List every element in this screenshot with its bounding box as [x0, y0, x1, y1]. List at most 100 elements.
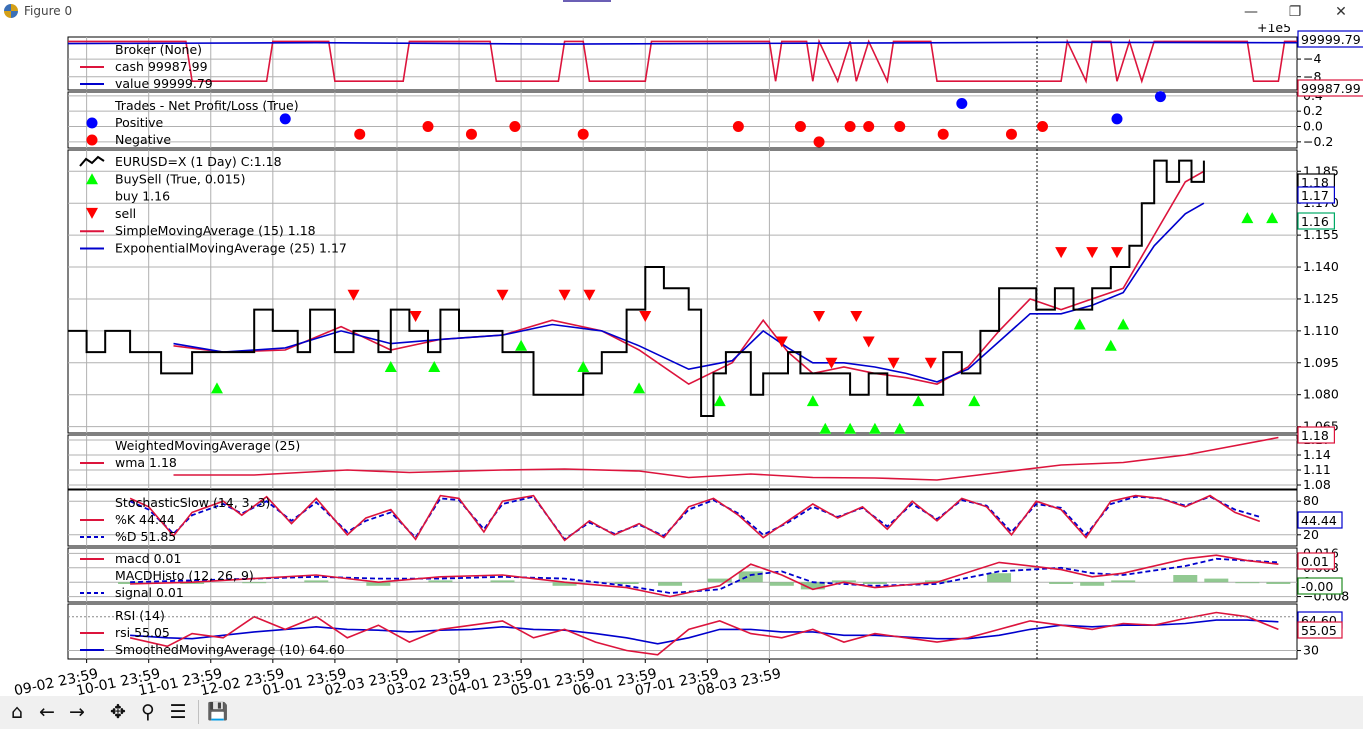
macd-hist-bar	[242, 582, 267, 584]
restore-button[interactable]: ❐	[1288, 4, 1302, 20]
buy-marker	[515, 339, 528, 351]
home-icon[interactable]: ⌂	[10, 701, 24, 723]
buy-marker	[1117, 318, 1130, 330]
value-line	[67, 41, 1298, 45]
trade-positive-marker	[1111, 113, 1123, 125]
trade-negative-marker	[794, 121, 806, 133]
trade-negative-marker	[422, 121, 434, 133]
pan-icon[interactable]: ✥	[110, 701, 126, 723]
window-title: Figure 0	[24, 4, 73, 18]
buy-marker	[577, 361, 590, 373]
macd-hist-bar	[924, 580, 949, 583]
rsi-sma-line	[130, 619, 1279, 645]
stoch-k-line	[129, 494, 1261, 542]
value-badge	[1297, 552, 1336, 570]
legend-label: WeightedMovingAverage (25)	[115, 438, 300, 453]
value-badge-text: 1.16	[1301, 214, 1329, 229]
macd-hist-bar	[1266, 582, 1291, 584]
macd-signal-line	[130, 557, 1279, 594]
forward-icon[interactable]: →	[69, 701, 85, 723]
buy-marker	[893, 422, 906, 434]
macd-hist-bar	[738, 571, 763, 583]
buy-marker	[1073, 318, 1086, 330]
macd-hist-bar	[707, 578, 732, 583]
legend-sell-icon	[86, 207, 98, 219]
trade-negative-marker	[732, 121, 744, 133]
value-badge-text: 55.05	[1301, 623, 1337, 638]
buy-marker	[819, 422, 832, 434]
y-tick-label: 1.110	[1303, 323, 1339, 338]
value-badge-text: 1.18	[1301, 175, 1329, 190]
value-badge	[1297, 186, 1336, 204]
focus-indicator	[563, 0, 611, 2]
trade-negative-marker	[937, 128, 949, 140]
sell-marker	[496, 289, 509, 301]
legend-label: value 99999.79	[115, 76, 213, 91]
sell-marker	[1110, 247, 1123, 259]
legend-label: %D 51.85	[115, 529, 176, 544]
value-badge-text: 1.18	[1301, 428, 1329, 443]
figure-canvas[interactable]: −4−80.40.20.0−0.21.1851.1701.1551.1401.1…	[0, 24, 1363, 696]
y-tick-label: 1.155	[1303, 227, 1339, 242]
save-icon[interactable]: 💾	[207, 702, 229, 722]
legend-label: MACDHisto (12, 26, 9)	[115, 568, 254, 583]
trade-negative-marker	[894, 121, 906, 133]
trade-negative-marker	[577, 128, 589, 140]
sell-marker	[813, 310, 826, 322]
legend-label: sell	[115, 206, 136, 221]
y-tick-label: 1.14	[1303, 447, 1331, 462]
sell-marker	[862, 336, 875, 348]
legend-label: rsi 55.05	[115, 625, 170, 640]
legend-label: Positive	[115, 115, 163, 130]
trade-positive-marker	[279, 113, 291, 125]
back-icon[interactable]: ←	[39, 701, 55, 723]
y-tick-label: 1.095	[1303, 355, 1339, 370]
macd-hist-bar	[552, 582, 577, 586]
legend-label: wma 1.18	[115, 455, 177, 470]
trade-positive-marker	[1154, 91, 1166, 103]
minimize-button[interactable]: —	[1244, 4, 1258, 20]
window-titlebar: Figure 0 — ❐ ✕	[0, 0, 1363, 24]
sell-marker	[639, 310, 652, 322]
value-badge	[1297, 621, 1343, 639]
macd-hist-bar	[1049, 582, 1074, 584]
legend-label: macd 0.01	[115, 551, 181, 566]
y-tick-label: 80	[1303, 493, 1319, 508]
macd-line	[130, 554, 1279, 598]
zoom-icon[interactable]: ⚲	[141, 701, 155, 723]
legend-price-icon	[79, 155, 105, 167]
legend-label: Negative	[115, 132, 171, 147]
buy-marker	[1241, 212, 1254, 224]
legend-label: cash 99987.99	[115, 59, 208, 74]
legend-label: Broker (None)	[115, 42, 202, 57]
macd-hist-bar	[490, 580, 515, 583]
stoch-d-line	[129, 495, 1261, 541]
value-badge	[1297, 212, 1336, 230]
value-badge-text: 1.17	[1301, 188, 1329, 203]
buy-marker	[844, 422, 857, 434]
cash-line	[68, 38, 1297, 84]
trade-negative-marker	[1037, 121, 1049, 133]
buy-marker	[968, 395, 981, 407]
y-tick-label: 1.08	[1303, 477, 1331, 492]
macd-hist-bar	[862, 582, 887, 584]
legend-label: StochasticSlow (14, 3, 3)	[115, 495, 270, 510]
close-button[interactable]: ✕	[1335, 4, 1347, 20]
macd-hist-bar	[614, 582, 639, 584]
close-price-line	[68, 159, 1205, 417]
configure-subplots-icon[interactable]: ☰	[169, 701, 187, 723]
macd-hist-bar	[428, 580, 453, 583]
buy-marker	[1266, 212, 1279, 224]
legend-label: SmoothedMovingAverage (10) 64.60	[115, 642, 345, 657]
macd-hist-bar	[658, 582, 683, 586]
macd-hist-bar	[831, 580, 856, 583]
buy-marker	[210, 382, 223, 394]
macd-hist-bar	[304, 580, 329, 583]
legend-buy-icon	[86, 173, 98, 185]
buy-marker	[912, 395, 925, 407]
buy-marker	[806, 395, 819, 407]
macd-hist-bar	[180, 582, 205, 584]
macd-hist-bar	[118, 582, 143, 584]
sell-marker	[1086, 247, 1099, 259]
toolbar-separator	[198, 700, 199, 724]
